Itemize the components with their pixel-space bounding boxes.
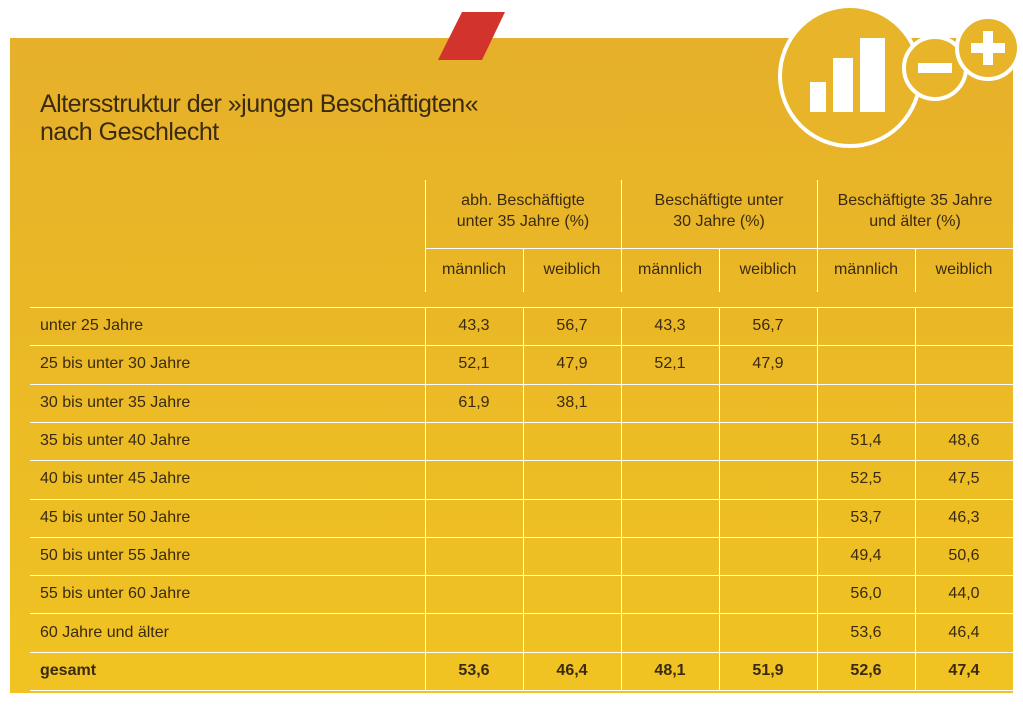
cell: 43,3 [458, 317, 490, 335]
subheader: weiblich [935, 261, 993, 278]
row-label: 45 bis unter 50 Jahre [40, 508, 191, 526]
cell: 53,6 [458, 661, 490, 679]
cell: 53,7 [850, 508, 882, 526]
cell: 47,5 [948, 470, 980, 488]
title: Altersstruktur der »jungen Beschäftigten… [40, 90, 479, 118]
row-label: 25 bis unter 30 Jahre [40, 355, 191, 373]
cell: 46,4 [556, 661, 588, 679]
rule [30, 498, 1013, 500]
cell: 52,1 [458, 355, 490, 373]
rule [30, 345, 1013, 347]
group-header: unter 35 Jahre (%) [456, 213, 590, 230]
row-label: gesamt [40, 661, 97, 679]
icon-bar [860, 38, 885, 112]
row-label: 40 bis unter 45 Jahre [40, 470, 191, 488]
rule [30, 421, 1013, 423]
cell: 51,4 [850, 432, 882, 450]
red-accent [438, 12, 505, 60]
cell: 52,5 [850, 470, 882, 488]
rule [30, 613, 1013, 615]
rule [523, 307, 524, 690]
icon-bar [810, 82, 826, 112]
rule [719, 307, 720, 690]
row-label: 60 Jahre und älter [40, 623, 169, 641]
cell: 46,4 [948, 623, 980, 641]
rule [30, 651, 1013, 653]
decoration [438, 4, 1021, 148]
rule [915, 248, 916, 292]
group-header: Beschäftigte 35 Jahre [837, 192, 993, 209]
title: nach Geschlecht [40, 118, 219, 146]
row-label: 55 bis unter 60 Jahre [40, 585, 191, 603]
cell: 43,3 [654, 317, 686, 335]
subheader: männlich [833, 261, 899, 278]
cell: 49,4 [850, 546, 882, 564]
cell: 52,1 [654, 355, 686, 373]
cell: 56,0 [850, 585, 882, 603]
group-header: Beschäftigte unter [654, 192, 784, 209]
rule [30, 536, 1013, 538]
cell: 56,7 [752, 317, 784, 335]
cell: 56,7 [556, 317, 588, 335]
rule [1013, 180, 1014, 292]
cell: 47,9 [556, 355, 588, 373]
row-label: 30 bis unter 35 Jahre [40, 393, 191, 411]
minus [918, 63, 952, 73]
subheader: weiblich [739, 261, 797, 278]
row-label: 35 bis unter 40 Jahre [40, 432, 191, 450]
cell: 46,3 [948, 508, 980, 526]
rule [817, 307, 818, 690]
rule [30, 383, 1013, 385]
rule [817, 180, 818, 292]
rule [915, 307, 916, 690]
rule [621, 307, 622, 690]
rule [30, 575, 1013, 577]
rule [523, 248, 524, 292]
rule [30, 690, 1013, 691]
rule [30, 307, 1013, 308]
cell: 61,9 [458, 393, 490, 411]
rule [1013, 307, 1014, 690]
group-header: und älter (%) [869, 213, 961, 230]
subheader: weiblich [543, 261, 601, 278]
cell: 48,1 [654, 661, 686, 679]
row-label: unter 25 Jahre [40, 317, 144, 335]
rule [425, 180, 426, 292]
rule [719, 248, 720, 292]
rule [425, 307, 426, 690]
icon-bar [833, 58, 853, 112]
rule [30, 460, 1013, 462]
cell: 50,6 [948, 546, 980, 564]
group-header: abh. Beschäftigte [461, 192, 585, 209]
cell: 47,9 [752, 355, 784, 373]
subheader: männlich [637, 261, 703, 278]
cell: 44,0 [948, 585, 980, 603]
cell: 53,6 [850, 623, 882, 641]
cell: 51,9 [752, 661, 784, 679]
subheader: männlich [441, 261, 507, 278]
cell: 48,6 [948, 432, 980, 450]
group-header: 30 Jahre (%) [673, 213, 765, 230]
cell: 38,1 [556, 393, 588, 411]
plus [983, 31, 993, 65]
row-label: 50 bis unter 55 Jahre [40, 546, 191, 564]
cell: 52,6 [850, 661, 882, 679]
cell: 47,4 [948, 661, 980, 679]
rule [621, 180, 622, 292]
